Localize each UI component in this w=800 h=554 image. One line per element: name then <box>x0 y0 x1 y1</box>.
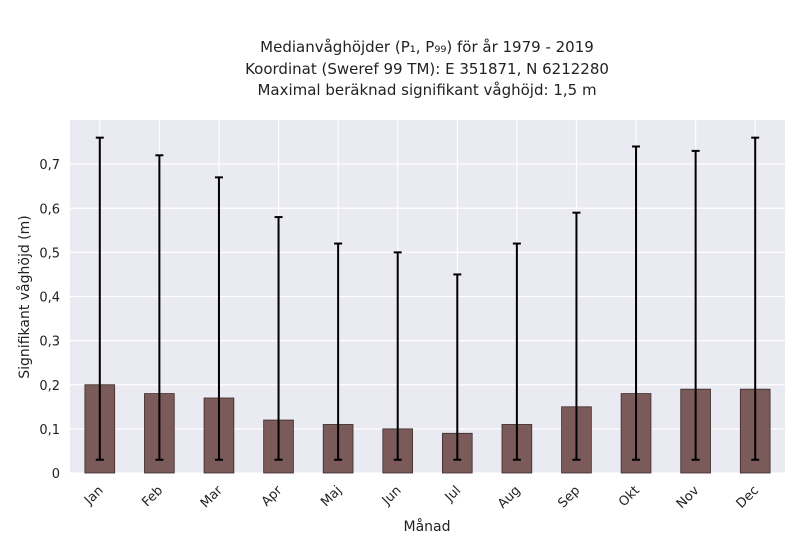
y-tick-label: 0,2 <box>39 379 60 394</box>
x-tick-label: Mar <box>198 483 226 511</box>
x-tick-labels: Jan Feb Mar Apr Maj Jun Jul Aug Sep Okt Nov Dec <box>81 483 762 512</box>
chart-title-line-2: Koordinat (Sweref 99 TM): E 351871, N 62… <box>245 60 609 78</box>
y-tick-label: 0,7 <box>39 158 60 173</box>
chart-title-line-3: Maximal beräknad signifikant våghöjd: 1,… <box>257 81 596 99</box>
y-tick-label: 0,6 <box>39 202 60 217</box>
x-tick-label: Nov <box>674 483 703 512</box>
x-axis-label: Månad <box>404 518 451 535</box>
x-tick-label: Dec <box>734 483 762 511</box>
error-bars <box>95 136 760 461</box>
x-tick-label: Aug <box>495 483 524 512</box>
y-tick-labels: 0 0,1 0,2 0,3 0,4 0,5 0,6 0,7 <box>39 158 60 482</box>
y-tick-label: 0,3 <box>39 335 60 350</box>
y-tick-label: 0 <box>52 467 60 482</box>
x-tick-label: Sep <box>555 483 583 511</box>
x-tick-label: Maj <box>318 483 345 510</box>
x-tick-label: Jun <box>379 483 405 509</box>
chart-title-line-1: Medianvåghöjder (P₁, P₉₉) för år 1979 - … <box>260 38 594 56</box>
x-tick-label: Apr <box>259 483 286 510</box>
y-tick-label: 0,4 <box>39 291 60 306</box>
x-tick-label: Jan <box>81 483 106 508</box>
x-tick-label: Okt <box>616 483 643 510</box>
x-tick-label: Jul <box>442 483 464 505</box>
y-tick-label: 0,1 <box>39 423 60 438</box>
y-axis-label: Signifikant våghöjd (m) <box>16 215 33 378</box>
y-tick-label: 0,5 <box>39 246 60 261</box>
x-tick-label: Feb <box>139 483 166 510</box>
